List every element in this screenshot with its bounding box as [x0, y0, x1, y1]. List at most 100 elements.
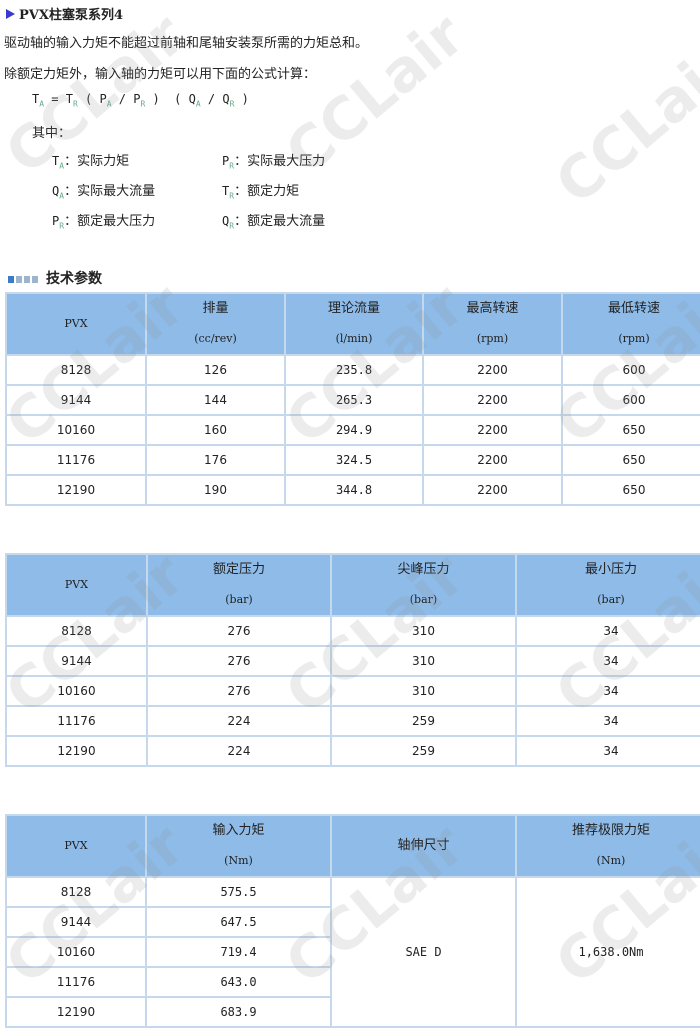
- formula-intro: 除额定力矩外，输入轴的力矩可以用下面的公式计算：: [4, 67, 317, 82]
- column-header: PVX: [5, 292, 147, 356]
- table-cell: 9144: [5, 906, 147, 938]
- table-cell: 719.4: [145, 936, 332, 968]
- table-cell: 8128: [5, 354, 147, 386]
- table-cell: 9144: [5, 645, 148, 677]
- column-header: PVX: [5, 814, 147, 878]
- definition-text: ：额定最大流量: [234, 214, 326, 229]
- table-cell: 8128: [5, 615, 148, 647]
- table-cell: 600: [561, 354, 700, 386]
- table-cell: 190: [145, 474, 286, 506]
- table-cell: 650: [561, 474, 700, 506]
- table-row: 11176 176 324.5 2200 650: [5, 444, 700, 476]
- table-cell: 34: [515, 615, 700, 647]
- symbol: PR: [52, 214, 65, 231]
- table-row: 10160 719.4: [5, 936, 700, 968]
- header-row: PVX 额定压力 (bar) 尖峰压力 (bar) 最小压力 (bar): [5, 553, 700, 617]
- table-row: 8128 575.5 SAE D 1,638.0Nm: [5, 876, 700, 1028]
- table-cell: 2200: [422, 444, 563, 476]
- table-row: 8128 276 310 34: [5, 615, 700, 647]
- table-cell: 259: [330, 705, 517, 737]
- table-cell: 224: [146, 735, 332, 767]
- header-row: PVX 排量 (cc/rev) 理论流量 (l/min) 最高转速 (rpm) 最低转速 (rp…: [5, 292, 700, 356]
- table-cell: 176: [145, 444, 286, 476]
- table-row: 12190 190 344.8 2200 650: [5, 474, 700, 506]
- column-header: 尖峰压力 (bar): [330, 553, 517, 617]
- definition-text: ：实际最大流量: [64, 184, 156, 199]
- table-cell: 294.9: [284, 414, 424, 446]
- column-header: 轴伸尺寸: [330, 814, 517, 878]
- table-cell: 650: [561, 414, 700, 446]
- table-cell: 265.3: [284, 384, 424, 416]
- table-row: 11176 643.0: [5, 966, 700, 998]
- column-header: 输入力矩 (Nm): [145, 814, 332, 878]
- table-cell: 683.9: [145, 996, 332, 1028]
- table-cell: 310: [330, 645, 517, 677]
- spec-table-pressure: PVX 额定压力 (bar) 尖峰压力 (bar) 最小压力 (bar) 8128 276 310…: [5, 553, 700, 767]
- column-header: 最低转速 (rpm): [561, 292, 700, 356]
- definition-item: PR：实际最大压力: [222, 150, 325, 170]
- table-cell: 310: [330, 615, 517, 647]
- watermark: CCLair: [542, 30, 700, 218]
- table-row: 12190 683.9: [5, 996, 700, 1028]
- table-cell: 235.8: [284, 354, 424, 386]
- table-row: 9144 144 265.3 2200 600: [5, 384, 700, 416]
- table-cell: 643.0: [145, 966, 332, 998]
- table-cell: 12190: [5, 996, 147, 1028]
- triangle-bullet-icon: [6, 9, 15, 19]
- definition-text: ：实际最大压力: [234, 154, 326, 169]
- table-cell: 600: [561, 384, 700, 416]
- column-header: 排量 (cc/rev): [145, 292, 286, 356]
- table-cell: 9144: [5, 384, 147, 416]
- table-cell: 650: [561, 444, 700, 476]
- table-cell: 126: [145, 354, 286, 386]
- table-cell: 2200: [422, 414, 563, 446]
- column-header: 最小压力 (bar): [515, 553, 700, 617]
- table-cell: 34: [515, 645, 700, 677]
- symbol: QR: [222, 214, 235, 231]
- definition-item: TR：额定力矩: [222, 180, 299, 200]
- table-cell: 34: [515, 675, 700, 707]
- table-row: 11176 224 259 34: [5, 705, 700, 737]
- table-row: 9144 647.5: [5, 906, 700, 938]
- table-row: 9144 276 310 34: [5, 645, 700, 677]
- table-row: 10160 160 294.9 2200 650: [5, 414, 700, 446]
- table-cell: 34: [515, 735, 700, 767]
- table-cell: 10160: [5, 675, 148, 707]
- definition-text: ：额定力矩: [234, 184, 300, 199]
- column-header: 推荐极限力矩 (Nm): [515, 814, 700, 878]
- table-cell: 276: [146, 675, 332, 707]
- table-cell: 34: [515, 705, 700, 737]
- definition-item: QA：实际最大流量: [52, 180, 155, 200]
- shaft-size-cell: SAE D: [330, 876, 517, 1028]
- symbol: TR: [222, 184, 235, 201]
- where-label: 其中：: [32, 126, 72, 141]
- table-cell: 11176: [5, 705, 148, 737]
- table-cell: 10160: [5, 414, 147, 446]
- table-cell: 276: [146, 645, 332, 677]
- header-row: PVX 输入力矩 (Nm) 轴伸尺寸 推荐极限力矩 (Nm): [5, 814, 700, 878]
- definition-text: ：实际力矩: [64, 154, 130, 169]
- formula: TA = TR ( PA / PR ) ( QA / QR ): [32, 92, 249, 109]
- column-header: 最高转速 (rpm): [422, 292, 563, 356]
- section-title: 技术参数: [46, 271, 102, 287]
- table-cell: 344.8: [284, 474, 424, 506]
- title-text: PVX柱塞泵系列4: [19, 8, 123, 23]
- page-title: PVX柱塞泵系列4: [6, 4, 123, 23]
- table-cell: 324.5: [284, 444, 424, 476]
- table-cell: 2200: [422, 474, 563, 506]
- limit-torque-cell: 1,638.0Nm: [515, 876, 700, 1028]
- symbol: QA: [52, 184, 65, 201]
- table-row: 10160 276 310 34: [5, 675, 700, 707]
- table-cell: 11176: [5, 966, 147, 998]
- table-row: 12190 224 259 34: [5, 735, 700, 767]
- table-cell: 11176: [5, 444, 147, 476]
- symbol: TA: [52, 154, 65, 171]
- table-cell: 8128: [5, 876, 147, 908]
- table-cell: 12190: [5, 735, 148, 767]
- table-cell: 2200: [422, 384, 563, 416]
- definition-item: TA：实际力矩: [52, 150, 129, 170]
- spec-table-flow: PVX 排量 (cc/rev) 理论流量 (l/min) 最高转速 (rpm) 最低转速 (rp…: [5, 292, 700, 506]
- table-cell: 224: [146, 705, 332, 737]
- table-cell: 10160: [5, 936, 147, 968]
